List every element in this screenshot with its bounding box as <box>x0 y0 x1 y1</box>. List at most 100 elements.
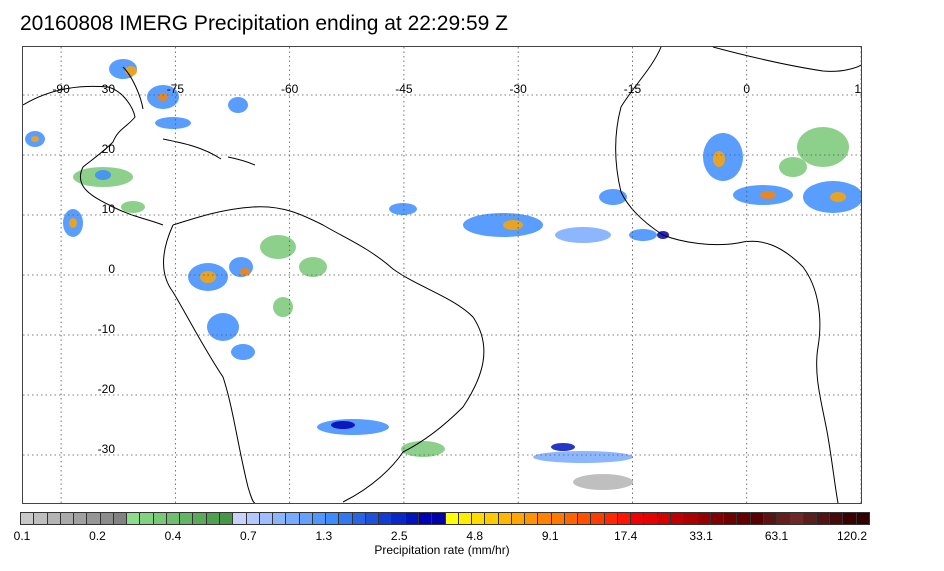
colorbar-swatch <box>550 512 565 525</box>
colorbar-swatch <box>776 512 791 525</box>
colorbar-swatch <box>205 512 220 525</box>
colorbar-swatch <box>709 512 725 525</box>
longitude-label: 0 <box>743 82 750 96</box>
colorbar-swatch <box>603 512 618 525</box>
colorbar-label: 33.1 <box>689 529 713 543</box>
colorbar-swatch <box>815 512 831 525</box>
page-title: 20160808 IMERG Precipitation ending at 2… <box>20 12 508 35</box>
colorbar-swatch <box>325 512 340 525</box>
precip-patch <box>713 151 725 167</box>
precipitation-layer <box>25 59 861 490</box>
precip-patch <box>155 117 191 129</box>
colorbar-swatch <box>73 512 88 525</box>
latitude-label: -10 <box>98 322 116 336</box>
precip-patch <box>760 191 776 199</box>
colorbar-swatch <box>577 512 592 525</box>
colorbar-swatch <box>311 512 327 525</box>
precip-patch <box>573 474 633 490</box>
precip-patch <box>95 170 111 180</box>
colorbar-swatch <box>139 512 154 525</box>
colorbar-swatch <box>33 512 48 525</box>
colorbar-swatch <box>842 512 857 525</box>
colorbar-swatch <box>218 512 234 525</box>
colorbar-swatch <box>20 512 35 525</box>
latitude-label: 30 <box>102 82 116 96</box>
precip-patch <box>779 157 807 177</box>
colorbar-label: 0.4 <box>164 529 182 543</box>
coastline-hispaniola <box>227 156 256 166</box>
colorbar-swatch <box>351 512 366 525</box>
colorbar-swatch <box>112 512 128 525</box>
latitude-label: 10 <box>102 202 116 216</box>
colorbar-swatch <box>192 512 207 525</box>
colorbar-swatch <box>696 512 711 525</box>
colorbar-swatch <box>391 512 406 525</box>
colorbar-swatch <box>444 512 459 525</box>
map-canvas: -90 -75 -60 -45 -30 -15 0 15 30 20 10 0 -10 -20 -30 <box>23 47 861 503</box>
precip-patch <box>31 136 39 142</box>
colorbar-swatch <box>46 512 61 525</box>
colorbar-swatch <box>298 512 313 525</box>
colorbar-swatch <box>524 512 539 525</box>
colorbar-swatch <box>802 512 817 525</box>
colorbar-swatch <box>471 512 486 525</box>
colorbar-swatch <box>59 512 75 525</box>
colorbar-label: 2.5 <box>390 529 408 543</box>
coastline-cuba <box>162 138 222 160</box>
precip-patch <box>797 127 849 167</box>
precip-patch <box>331 421 355 429</box>
precip-patch <box>69 218 77 228</box>
longitude-labels: -90 -75 -60 -45 -30 -15 0 15 <box>52 82 861 96</box>
precipitation-map: -90 -75 -60 -45 -30 -15 0 15 30 20 10 0 -10 -20 -30 <box>22 46 862 504</box>
colorbar-swatch <box>165 512 181 525</box>
colorbar-swatch <box>232 512 247 525</box>
colorbar-swatch <box>245 512 260 525</box>
longitude-label: -75 <box>167 82 185 96</box>
longitude-label: 15 <box>854 82 861 96</box>
colorbar-swatch <box>762 512 778 525</box>
precip-patch <box>207 313 239 341</box>
colorbar-label: 120.2 <box>836 529 868 543</box>
colorbar-label: 4.8 <box>466 529 484 543</box>
latitude-label: -20 <box>98 382 116 396</box>
colorbar-swatch <box>258 512 274 525</box>
colorbar-swatch <box>736 512 751 525</box>
latitude-label: 0 <box>108 262 115 276</box>
coastline-gulf <box>23 85 164 226</box>
precip-patch <box>401 441 445 457</box>
colorbar-label: 0.7 <box>240 529 257 543</box>
precip-patch <box>200 271 216 283</box>
colorbar-swatch <box>338 512 353 525</box>
precip-patch <box>228 97 248 113</box>
longitude-label: -45 <box>395 82 413 96</box>
precip-patch <box>599 189 627 205</box>
colorbar-labels: 0.1 0.2 0.4 0.7 1.3 2.5 4.8 9.1 17.4 33.1 63.1 120.… <box>0 529 944 543</box>
coastlines <box>23 47 861 503</box>
precip-patch <box>231 344 255 360</box>
colorbar-title: Precipitation rate (mm/hr) <box>374 543 510 557</box>
colorbar-swatch <box>510 512 526 525</box>
colorbar-swatch <box>723 512 738 525</box>
colorbar-label: 0.2 <box>89 529 106 543</box>
colorbar-swatch <box>590 512 605 525</box>
colorbar-swatch <box>152 512 167 525</box>
colorbar-swatch <box>364 512 380 525</box>
colorbar-swatch <box>404 512 419 525</box>
precip-patch <box>260 235 296 259</box>
colorbar-swatch <box>789 512 804 525</box>
colorbar <box>20 512 870 525</box>
longitude-label: -15 <box>624 82 642 96</box>
precip-patch <box>503 220 523 230</box>
longitude-label: -60 <box>281 82 299 96</box>
precip-patch <box>299 257 327 277</box>
colorbar-swatch <box>656 512 672 525</box>
precip-patch <box>389 203 417 215</box>
colorbar-swatch <box>126 512 141 525</box>
colorbar-label: 1.3 <box>315 529 333 543</box>
coastline-south-america <box>172 206 485 503</box>
precip-patch <box>158 93 168 101</box>
colorbar-swatch <box>537 512 552 525</box>
precip-patch <box>533 451 633 463</box>
colorbar-label: 63.1 <box>764 529 789 543</box>
colorbar-swatch <box>457 512 473 525</box>
